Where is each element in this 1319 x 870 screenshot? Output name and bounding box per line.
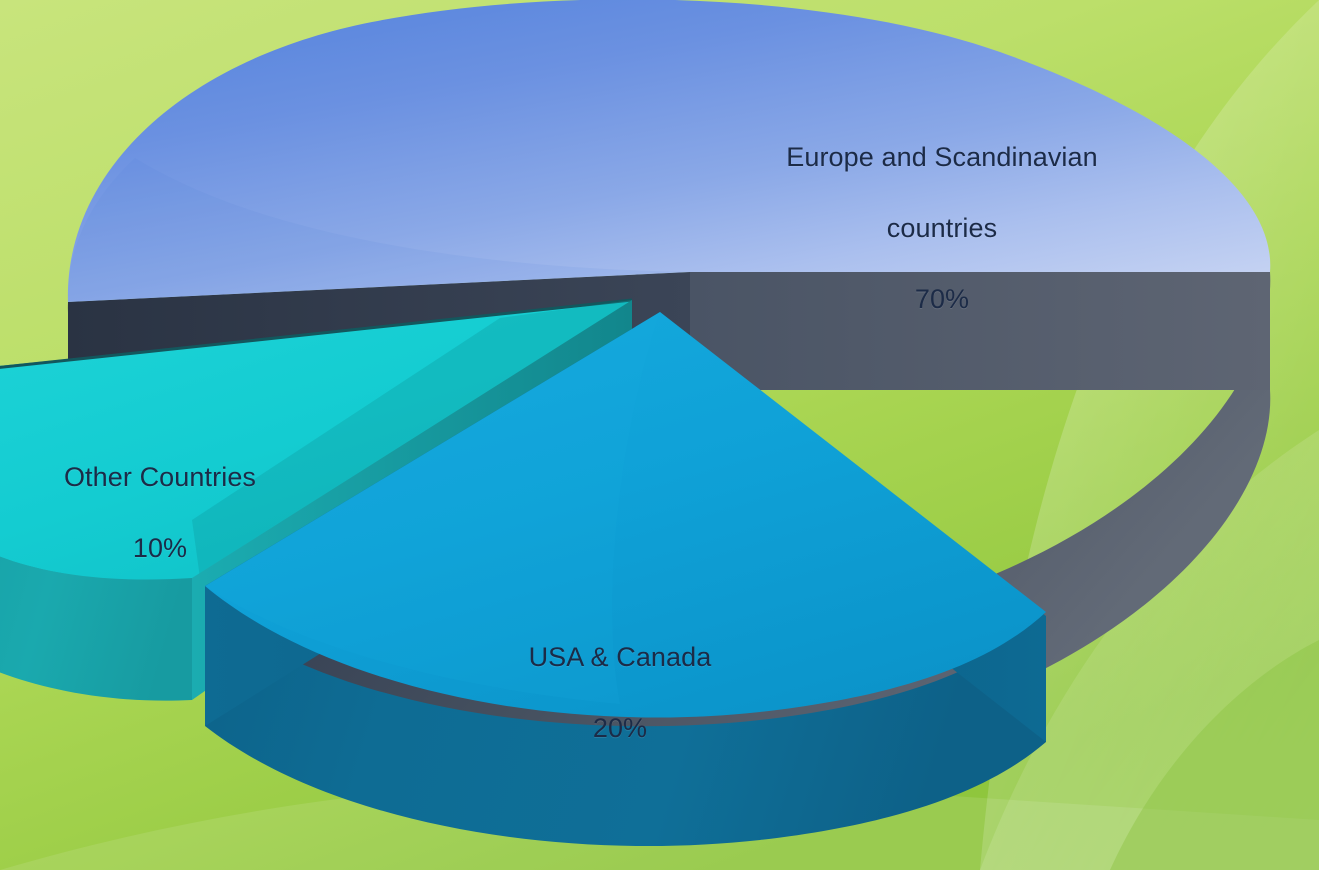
europe-slice-top-shade [67,158,690,302]
other-slice-top-face-main [0,300,632,580]
europe-slice-top-face [67,0,1271,302]
usa-slice-top-highlight [205,312,660,704]
pie-slice-usa-canada[interactable] [205,312,1046,847]
usa-slice-top-face [205,312,1046,718]
background-swoosh-corner [1110,640,1319,870]
other-slice-front-rim [0,556,192,701]
europe-slice-cut-wall-right [690,272,1270,390]
background-swoosh-lower [980,430,1319,870]
usa-slice-side-wall [205,312,1046,847]
other-slice-top-edge-line [0,298,633,369]
